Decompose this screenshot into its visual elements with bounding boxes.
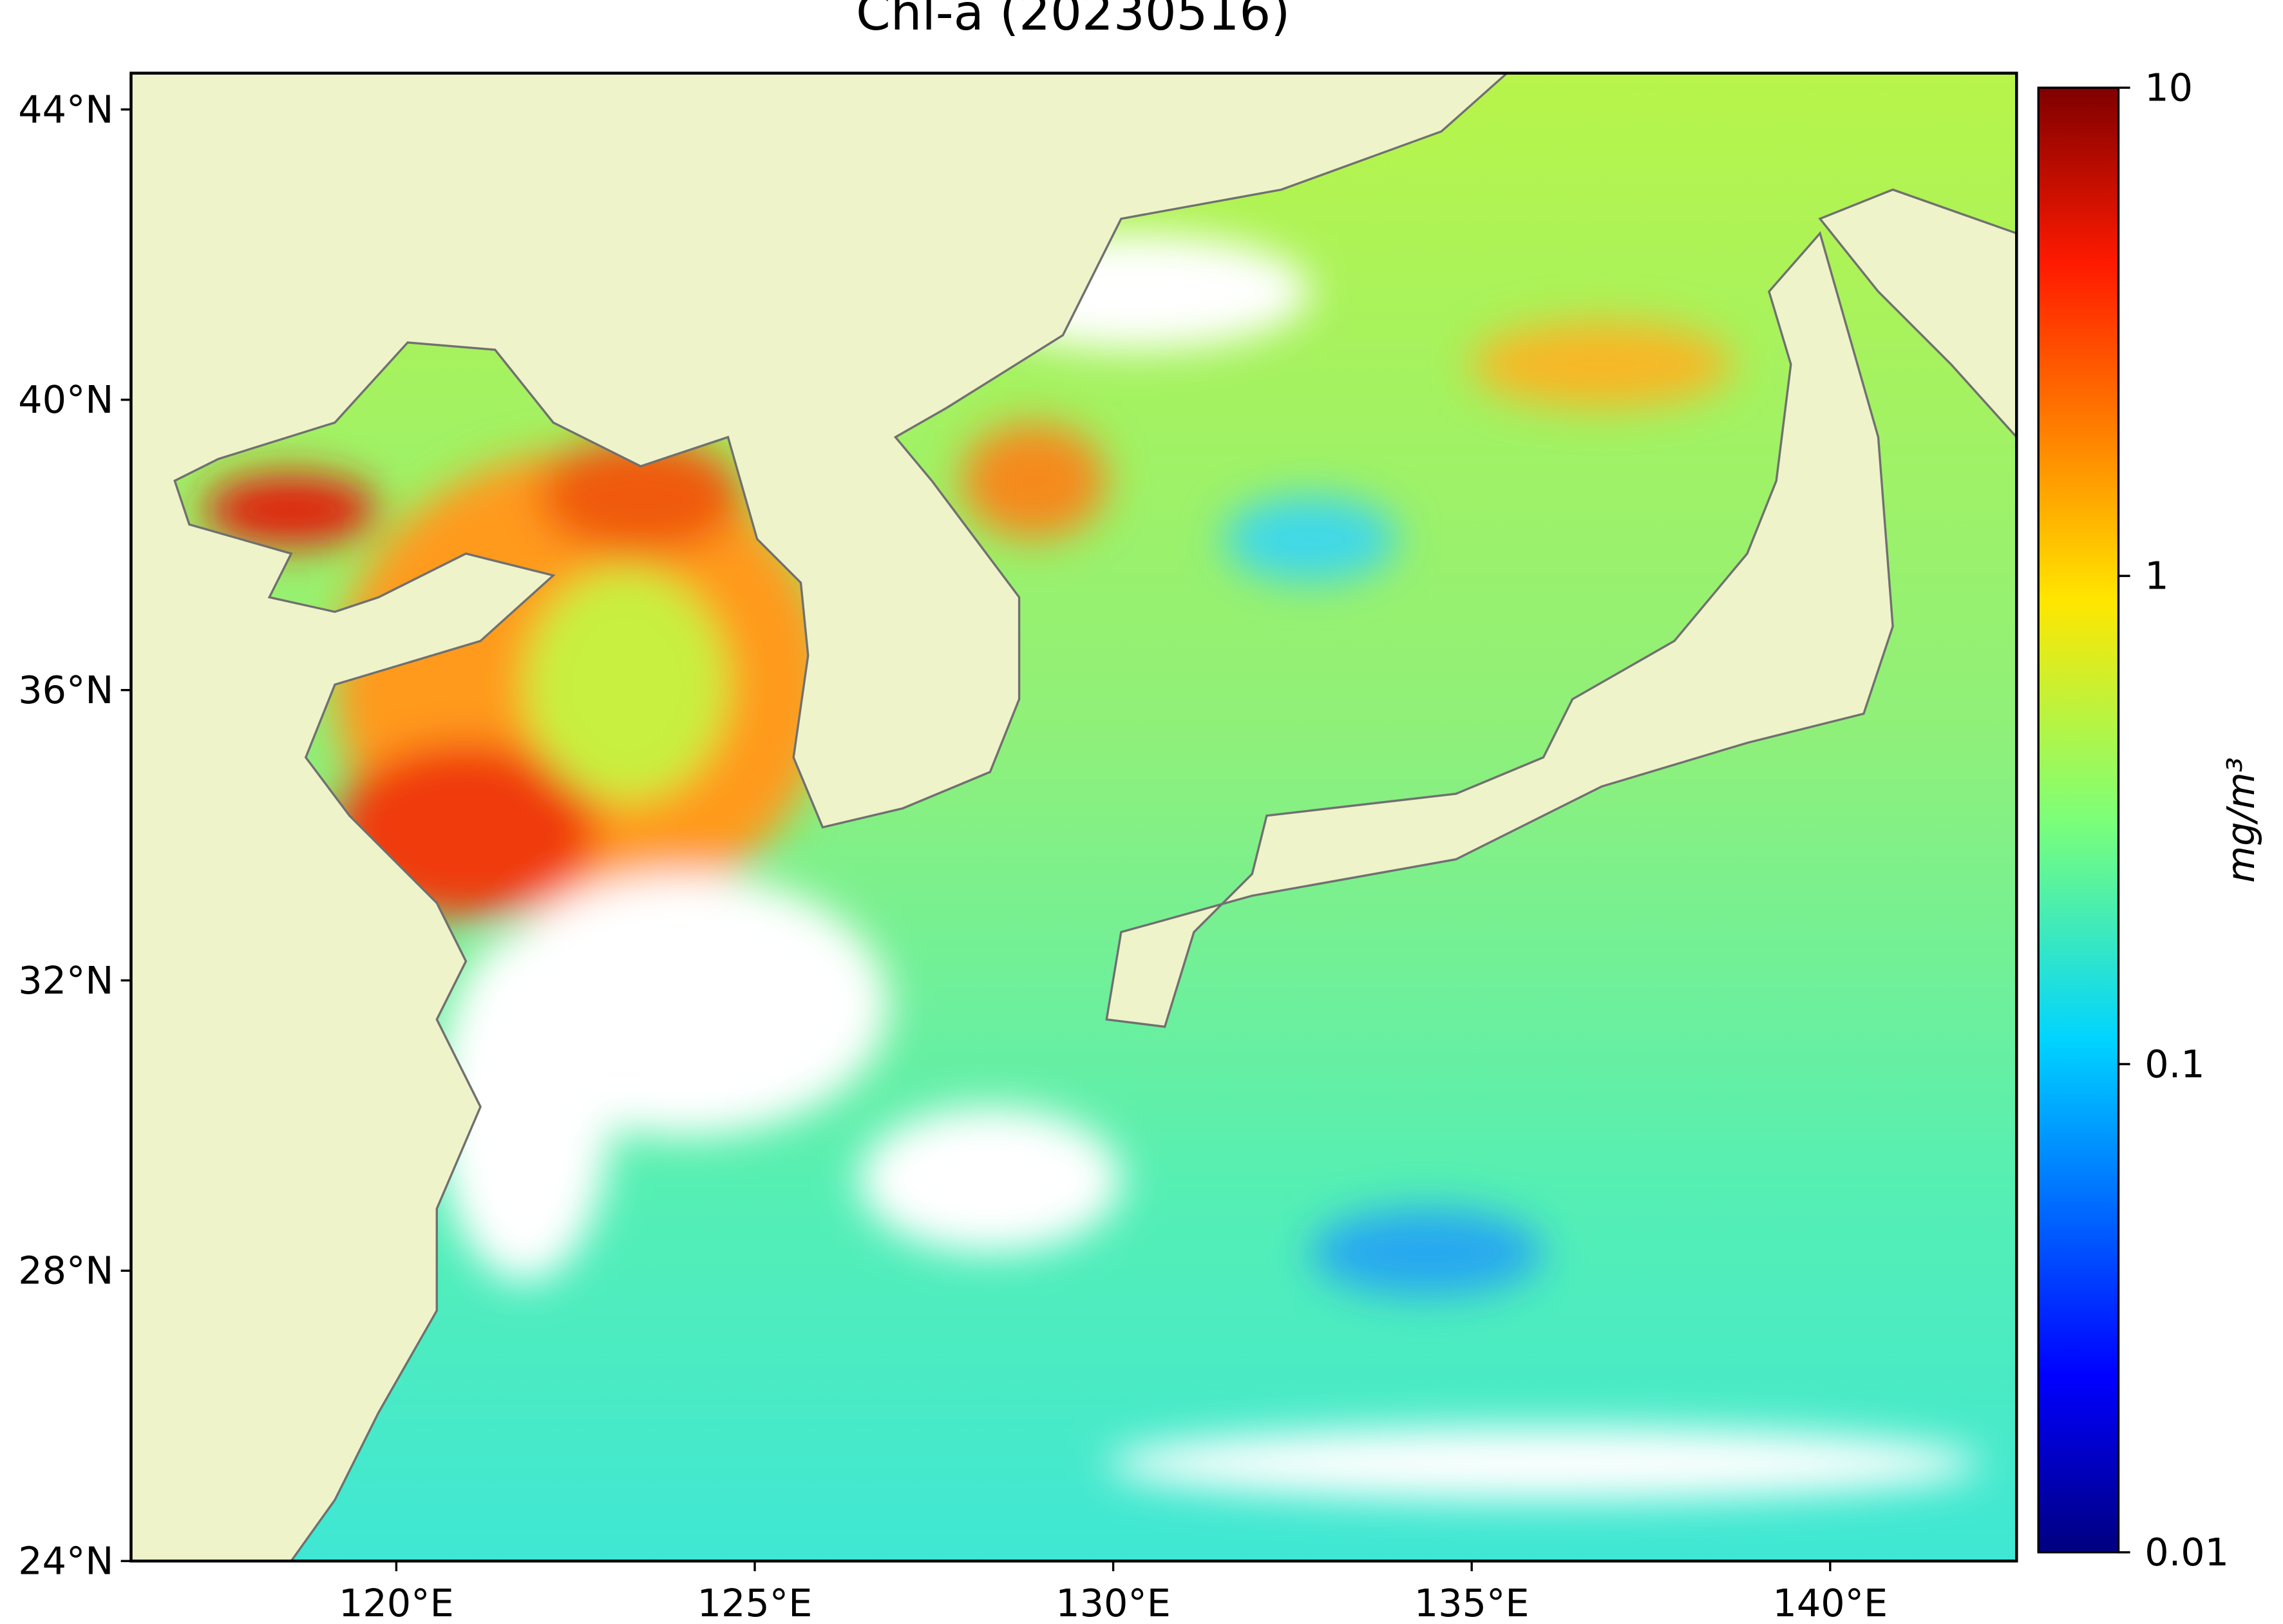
colorbar-tick-label: 10 xyxy=(2145,66,2193,110)
map-image xyxy=(131,73,2017,1562)
x-tick-label: 120°E xyxy=(339,1581,454,1624)
x-tick-label: 130°E xyxy=(1056,1581,1171,1624)
colorbar-tick-label: 0.1 xyxy=(2145,1042,2204,1086)
colorbar-tick-label: 0.01 xyxy=(2145,1530,2229,1574)
y-tick-label: 40°N xyxy=(18,377,113,422)
y-tick-label: 44°N xyxy=(18,87,113,131)
colorbar-tick-label: 1 xyxy=(2145,554,2168,598)
x-tick-label: 135°E xyxy=(1414,1581,1530,1624)
colorbar xyxy=(2037,86,2120,1554)
y-tick-label: 32°N xyxy=(18,958,113,1003)
y-tick-label: 36°N xyxy=(18,668,113,712)
x-tick-label: 125°E xyxy=(697,1581,813,1624)
map-frame xyxy=(129,71,2018,1563)
colorbar-label: mg/m³ xyxy=(2219,757,2263,883)
y-tick-label: 24°N xyxy=(18,1539,113,1583)
x-tick-label: 140°E xyxy=(1772,1581,1888,1624)
y-tick-label: 28°N xyxy=(18,1249,113,1293)
title: Chl-a (20230516) xyxy=(856,0,1290,42)
